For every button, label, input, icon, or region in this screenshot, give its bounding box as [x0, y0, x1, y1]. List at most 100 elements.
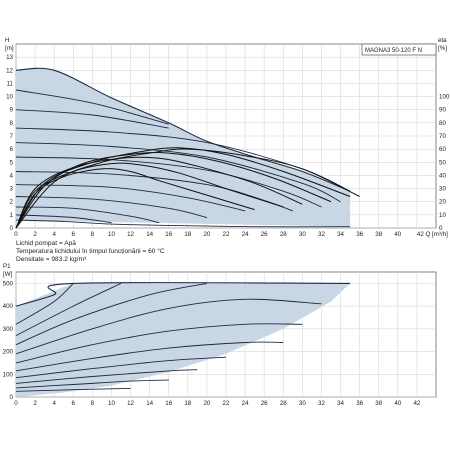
power-curve-5 [15, 323, 303, 364]
y2-axis-label: eta [438, 37, 447, 44]
x-tick-label: 14 [146, 231, 153, 238]
x-tick-label: 32 [318, 231, 325, 238]
y2-tick-label: 10 [439, 212, 446, 219]
x-tick-label: 8 [91, 400, 95, 407]
y-tick-label: 2 [10, 199, 14, 206]
operating-area [16, 68, 351, 227]
y-tick-label: 9 [10, 107, 14, 114]
x-tick-label: 36 [356, 231, 363, 238]
y2-tick-label: 100 [439, 94, 450, 101]
x-tick-label: 0 [14, 231, 18, 238]
y2-tick-label: 70 [439, 133, 446, 140]
x-tick-label: 20 [203, 231, 210, 238]
x-tick-label: 32 [318, 400, 325, 407]
head-curve-4 [15, 142, 341, 203]
y-tick-label: 0 [10, 225, 14, 232]
y-tick-label: 200 [3, 349, 14, 356]
y-tick-label: 1 [10, 212, 14, 219]
head-curve-10 [15, 214, 112, 224]
efficiency-curve-2 [15, 147, 351, 229]
power-curve-7 [15, 356, 227, 379]
note-liquid: Lichid pompat = Apă [16, 240, 76, 247]
power-curve-3 [15, 282, 207, 346]
power-curve-4 [15, 298, 322, 355]
model-label: MAGNA3 50-120 F N [365, 48, 422, 54]
head-curve-7 [15, 184, 246, 212]
x-tick-label: 30 [299, 231, 306, 238]
head-chart: 0123456789101112130102030405060708090100… [5, 37, 450, 238]
y-tick-label: 4 [10, 172, 14, 179]
y2-tick-label: 90 [439, 107, 446, 114]
power-curve-6 [15, 341, 284, 372]
x-tick-label: 0 [14, 400, 18, 407]
head-curve-5 [15, 156, 322, 208]
power-curve-10 [15, 387, 131, 392]
y-axis-unit: [W] [3, 271, 13, 278]
y-tick-label: 400 [3, 303, 14, 310]
efficiency-curve-4 [15, 156, 303, 229]
x-tick-label: 42 [413, 400, 420, 407]
y-tick-label: 100 [3, 371, 14, 378]
x-tick-label: 10 [108, 231, 115, 238]
y2-axis-unit: [%] [438, 45, 447, 52]
x-tick-label: 18 [184, 400, 191, 407]
x-tick-label: 26 [261, 231, 268, 238]
head-curve-8 [15, 196, 208, 218]
y-tick-label: 500 [3, 280, 14, 287]
y-tick-label: 5 [10, 159, 14, 166]
y2-tick-label: 80 [439, 120, 446, 127]
y-axis-label: H [5, 37, 9, 44]
x-tick-label: 34 [337, 231, 344, 238]
x-tick-label: 24 [242, 400, 249, 407]
y-tick-label: 13 [6, 54, 13, 61]
note-temperature: Temperatura lichidului în timpul funcțio… [16, 247, 165, 255]
x-tick-label: 28 [280, 400, 287, 407]
y2-tick-label: 40 [439, 172, 446, 179]
x-tick-label: 2 [33, 231, 37, 238]
model-label-box [361, 43, 437, 56]
x-tick-label: 40 [394, 400, 401, 407]
power-curve-max [15, 282, 351, 307]
x-tick-label: 6 [72, 400, 76, 407]
x-tick-label: 30 [299, 400, 306, 407]
x-tick-label: 36 [356, 400, 363, 407]
operating-area [16, 283, 351, 397]
x-tick-label: 14 [146, 400, 153, 407]
x-tick-label: 16 [165, 400, 172, 407]
head-curve-1 [15, 89, 169, 125]
power-curve-2 [15, 282, 122, 336]
x-tick-label: 10 [108, 400, 115, 407]
y-axis-unit: [m] [5, 45, 14, 52]
note-density: Densitate = 983.2 kg/m³ [16, 256, 87, 263]
x-tick-label: 4 [52, 231, 56, 238]
y-tick-label: 7 [10, 133, 14, 140]
x-tick-label: 22 [223, 400, 230, 407]
x-tick-label: 12 [127, 231, 134, 238]
efficiency-curve-6 [15, 168, 255, 229]
y2-tick-label: 0 [439, 225, 443, 232]
y-tick-label: 12 [6, 67, 13, 74]
x-tick-label: 4 [52, 400, 56, 407]
x-tick-label: 6 [72, 231, 76, 238]
x-tick-label: 16 [165, 231, 172, 238]
x-tick-label: 26 [261, 400, 268, 407]
x-tick-label: 20 [203, 400, 210, 407]
y2-tick-label: 20 [439, 199, 446, 206]
x-tick-label: 12 [127, 400, 134, 407]
y2-tick-label: 60 [439, 146, 446, 153]
x-tick-label: 38 [375, 400, 382, 407]
power-curve-8 [15, 369, 198, 384]
x-tick-label: 2 [33, 400, 37, 407]
efficiency-curve-5 [15, 162, 284, 229]
y-tick-label: 10 [6, 94, 13, 101]
head-curve-2 [15, 109, 169, 129]
y-axis-label: P1 [3, 263, 11, 270]
y-tick-label: 0 [10, 394, 14, 401]
y2-tick-label: 50 [439, 159, 446, 166]
power-curve-9 [15, 379, 169, 389]
y-tick-label: 8 [10, 120, 14, 127]
x-tick-label: 42 Q [m³/h] [417, 231, 448, 238]
y-tick-label: 11 [7, 80, 14, 87]
x-tick-label: 38 [375, 231, 382, 238]
